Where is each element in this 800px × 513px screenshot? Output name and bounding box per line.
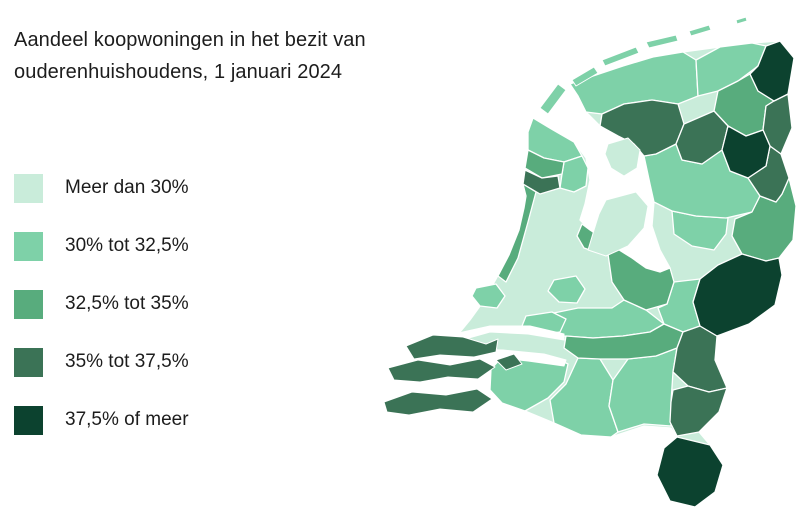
region-noordoostpolder bbox=[604, 137, 641, 177]
legend-label-3: 32,5% tot 35% bbox=[65, 293, 189, 314]
region-ameland bbox=[645, 34, 679, 49]
netherlands-map-svg bbox=[383, 16, 797, 508]
region-midden-brabant bbox=[549, 357, 619, 438]
legend-swatch-3 bbox=[14, 289, 43, 319]
region-walcheren-beveland bbox=[387, 358, 496, 383]
region-utrecht-west bbox=[547, 275, 586, 304]
region-achterhoek bbox=[692, 253, 783, 337]
region-zeeuws-vlaanderen bbox=[383, 388, 493, 416]
chart-title: Aandeel koopwoningen in het bezit van ou… bbox=[14, 24, 414, 88]
region-zuid-friesland bbox=[599, 99, 685, 157]
legend-swatch-2 bbox=[14, 231, 43, 261]
region-alkmaar bbox=[524, 149, 565, 179]
region-oost-groningen bbox=[749, 40, 795, 102]
legend-label-5: 37,5% of meer bbox=[65, 409, 189, 430]
region-zuid-limburg bbox=[656, 436, 724, 508]
title-line-1: Aandeel koopwoningen in het bezit van bbox=[14, 29, 366, 51]
region-nieuwe-waterweg bbox=[453, 325, 565, 342]
region-veluwe bbox=[607, 247, 675, 311]
region-kust-haarlem-leiden bbox=[497, 183, 537, 283]
region-texel bbox=[539, 83, 567, 115]
region-ijmond bbox=[522, 169, 561, 195]
legend-item-5: 37,5% of meer bbox=[14, 405, 189, 435]
legend-item-3: 32,5% tot 35% bbox=[14, 289, 189, 319]
legend-swatch-4 bbox=[14, 347, 43, 377]
region-schouwen-tholen bbox=[405, 334, 499, 360]
region-vlieland bbox=[571, 66, 599, 87]
region-schiermonnikoog bbox=[688, 24, 712, 37]
region-zuidoost-drenthe bbox=[721, 125, 771, 179]
region-den-haag-westland bbox=[471, 283, 506, 309]
legend-item-1: Meer dan 30% bbox=[14, 173, 189, 203]
region-tholen bbox=[495, 353, 523, 371]
legend-label-2: 30% tot 32,5% bbox=[65, 235, 189, 256]
region-noord-limburg bbox=[672, 325, 728, 393]
legend-item-4: 35% tot 37,5% bbox=[14, 347, 189, 377]
region-zaanstreek bbox=[559, 155, 589, 193]
region-terschelling bbox=[601, 46, 640, 67]
legend-label-4: 35% tot 37,5% bbox=[65, 351, 189, 372]
legend-swatch-1 bbox=[14, 173, 43, 203]
region-flevoland bbox=[587, 191, 649, 257]
legend-item-2: 30% tot 32,5% bbox=[14, 231, 189, 261]
legend-label-1: Meer dan 30% bbox=[65, 177, 189, 198]
region-midden-limburg bbox=[669, 385, 728, 437]
region-wadden-islet bbox=[735, 16, 748, 25]
netherlands-choropleth-map bbox=[378, 8, 800, 510]
legend-swatch-5 bbox=[14, 405, 43, 435]
title-line-2: ouderenhuishoudens, 1 januari 2024 bbox=[14, 61, 343, 83]
